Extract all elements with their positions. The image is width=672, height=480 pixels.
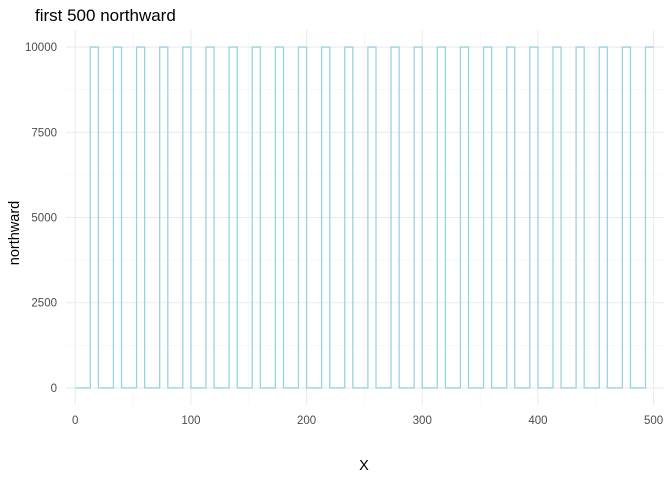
x-tick-label: 0 — [72, 415, 78, 427]
y-tick-label: 7500 — [31, 127, 57, 139]
grid-lines — [66, 30, 664, 405]
northward-series-line — [75, 46, 654, 389]
y-tick-label: 2500 — [31, 298, 57, 310]
y-axis-title: northward — [7, 201, 23, 265]
x-tick-label: 100 — [181, 415, 200, 427]
x-tick-label: 500 — [644, 415, 663, 427]
x-axis-ticks: 0 100 200 300 400 500 — [72, 415, 663, 427]
y-axis-ticks: 0 2500 5000 7500 10000 — [25, 42, 57, 395]
y-tick-label: 5000 — [31, 213, 57, 225]
x-tick-label: 300 — [413, 415, 432, 427]
x-tick-label: 200 — [297, 415, 316, 427]
x-axis-title: X — [359, 458, 369, 474]
y-tick-label: 10000 — [25, 42, 57, 54]
y-tick-label: 0 — [51, 383, 57, 395]
chart-title: first 500 northward — [35, 6, 176, 25]
series-layer — [75, 46, 654, 389]
x-tick-label: 400 — [528, 415, 547, 427]
